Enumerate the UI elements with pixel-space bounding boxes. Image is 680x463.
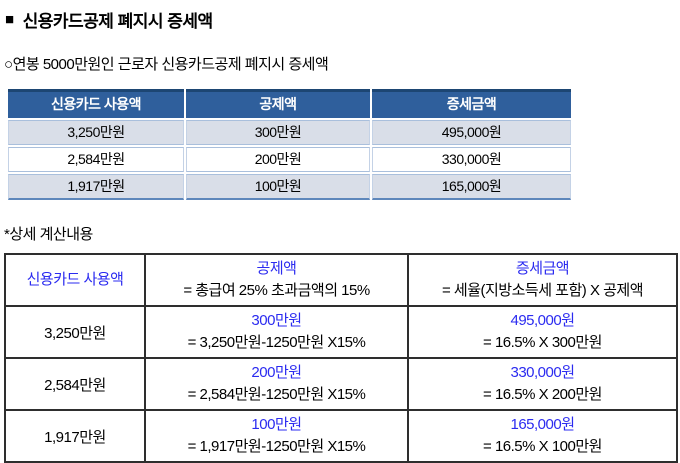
- detail-header-row: 신용카드 사용액 공제액 = 총급여 25% 초과금액의 15% 증세금액 = …: [4, 253, 678, 307]
- summary-cell: 495,000원: [372, 120, 571, 145]
- summary-header-tax: 증세금액: [372, 89, 571, 118]
- detail-deduction-cell: 100만원 = 1,917만원-1250만원 X15%: [144, 409, 409, 463]
- summary-cell: 100만원: [186, 174, 370, 200]
- deduction-formula: = 3,250만원-1250만원 X15%: [187, 334, 366, 351]
- summary-header-usage: 신용카드 사용액: [8, 89, 184, 118]
- summary-cell: 330,000원: [372, 147, 571, 172]
- detail-header-tax: 증세금액 = 세율(지방소득세 포함) X 공제액: [407, 253, 678, 307]
- summary-cell: 300만원: [186, 120, 370, 145]
- summary-cell: 2,584만원: [8, 147, 184, 172]
- detail-header-tax-title: 증세금액: [515, 260, 570, 277]
- detail-tax-cell: 495,000원 = 16.5% X 300만원: [407, 305, 678, 359]
- summary-row: 2,584만원 200만원 330,000원: [8, 147, 571, 172]
- detail-header-deduction: 공제액 = 총급여 25% 초과금액의 15%: [144, 253, 409, 307]
- summary-cell: 3,250만원: [8, 120, 184, 145]
- tax-value: 330,000원: [510, 364, 575, 381]
- page-title: ■ 신용카드공제 폐지시 증세액: [5, 7, 680, 32]
- summary-row: 1,917만원 100만원 165,000원: [8, 174, 571, 200]
- page-title-text: 신용카드공제 폐지시 증세액: [22, 12, 214, 31]
- summary-table: 신용카드 사용액 공제액 증세금액 3,250만원 300만원 495,000원…: [6, 87, 573, 202]
- detail-header-usage-title: 신용카드 사용액: [26, 271, 124, 288]
- circle-bullet-icon: ○: [4, 56, 13, 73]
- deduction-value: 200만원: [251, 364, 302, 381]
- detail-deduction-cell: 200만원 = 2,584만원-1250만원 X15%: [144, 357, 409, 411]
- tax-formula: = 16.5% X 200만원: [483, 386, 602, 403]
- tax-formula: = 16.5% X 300만원: [483, 334, 602, 351]
- summary-cell: 165,000원: [372, 174, 571, 200]
- detail-table: 신용카드 사용액 공제액 = 총급여 25% 초과금액의 15% 증세금액 = …: [4, 253, 678, 463]
- deduction-formula: = 1,917만원-1250만원 X15%: [187, 438, 366, 455]
- summary-cell: 1,917만원: [8, 174, 184, 200]
- subtitle: ○연봉 5000만원인 근로자 신용카드공제 폐지시 증세액: [4, 53, 680, 74]
- detail-section-label: *상세 계산내용: [4, 226, 93, 243]
- tax-value: 165,000원: [510, 416, 575, 433]
- summary-header-row: 신용카드 사용액 공제액 증세금액: [8, 89, 571, 118]
- detail-tax-cell: 165,000원 = 16.5% X 100만원: [407, 409, 678, 463]
- summary-cell: 200만원: [186, 147, 370, 172]
- detail-row: 2,584만원 200만원 = 2,584만원-1250만원 X15% 330,…: [4, 357, 678, 411]
- deduction-value: 100만원: [251, 416, 302, 433]
- detail-header-tax-formula: = 세율(지방소득세 포함) X 공제액: [441, 282, 644, 299]
- deduction-formula: = 2,584만원-1250만원 X15%: [187, 386, 366, 403]
- detail-usage-cell: 2,584만원: [4, 357, 146, 411]
- detail-row: 1,917만원 100만원 = 1,917만원-1250만원 X15% 165,…: [4, 409, 678, 463]
- document: ■ 신용카드공제 폐지시 증세액 ○연봉 5000만원인 근로자 신용카드공제 …: [0, 7, 680, 463]
- detail-row: 3,250만원 300만원 = 3,250만원-1250만원 X15% 495,…: [4, 305, 678, 359]
- detail-tax-cell: 330,000원 = 16.5% X 200만원: [407, 357, 678, 411]
- detail-usage-cell: 3,250만원: [4, 305, 146, 359]
- summary-row: 3,250만원 300만원 495,000원: [8, 120, 571, 145]
- detail-header-deduction-title: 공제액: [256, 260, 297, 277]
- tax-formula: = 16.5% X 100만원: [483, 438, 602, 455]
- tax-value: 495,000원: [510, 312, 575, 329]
- detail-header-usage: 신용카드 사용액: [4, 253, 146, 307]
- subtitle-text: 연봉 5000만원인 근로자 신용카드공제 폐지시 증세액: [12, 56, 329, 73]
- deduction-value: 300만원: [251, 312, 302, 329]
- detail-usage-cell: 1,917만원: [4, 409, 146, 463]
- detail-deduction-cell: 300만원 = 3,250만원-1250만원 X15%: [144, 305, 409, 359]
- square-bullet-icon: ■: [5, 11, 14, 28]
- detail-header-deduction-formula: = 총급여 25% 초과금액의 15%: [183, 282, 370, 299]
- summary-header-deduction: 공제액: [186, 89, 370, 118]
